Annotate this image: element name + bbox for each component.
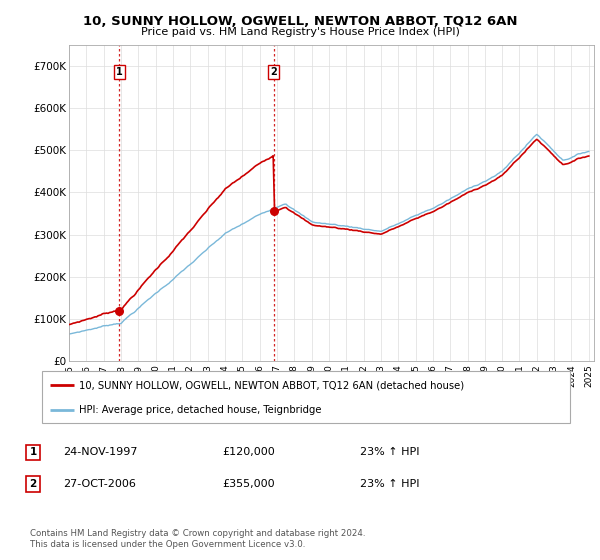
Point bbox=[115, 306, 124, 315]
Text: 24-NOV-1997: 24-NOV-1997 bbox=[63, 447, 137, 458]
Text: Price paid vs. HM Land Registry's House Price Index (HPI): Price paid vs. HM Land Registry's House … bbox=[140, 27, 460, 37]
Text: £355,000: £355,000 bbox=[222, 479, 275, 489]
Text: 2: 2 bbox=[29, 479, 37, 489]
Point bbox=[269, 207, 279, 216]
Text: 10, SUNNY HOLLOW, OGWELL, NEWTON ABBOT, TQ12 6AN: 10, SUNNY HOLLOW, OGWELL, NEWTON ABBOT, … bbox=[83, 15, 517, 28]
Text: 1: 1 bbox=[29, 447, 37, 458]
Text: 2: 2 bbox=[271, 67, 277, 77]
Text: Contains HM Land Registry data © Crown copyright and database right 2024.
This d: Contains HM Land Registry data © Crown c… bbox=[30, 529, 365, 549]
Text: 23% ↑ HPI: 23% ↑ HPI bbox=[360, 447, 419, 458]
Text: HPI: Average price, detached house, Teignbridge: HPI: Average price, detached house, Teig… bbox=[79, 405, 322, 415]
Text: 27-OCT-2006: 27-OCT-2006 bbox=[63, 479, 136, 489]
Text: 23% ↑ HPI: 23% ↑ HPI bbox=[360, 479, 419, 489]
Text: £120,000: £120,000 bbox=[222, 447, 275, 458]
Text: 10, SUNNY HOLLOW, OGWELL, NEWTON ABBOT, TQ12 6AN (detached house): 10, SUNNY HOLLOW, OGWELL, NEWTON ABBOT, … bbox=[79, 380, 464, 390]
Text: 1: 1 bbox=[116, 67, 122, 77]
